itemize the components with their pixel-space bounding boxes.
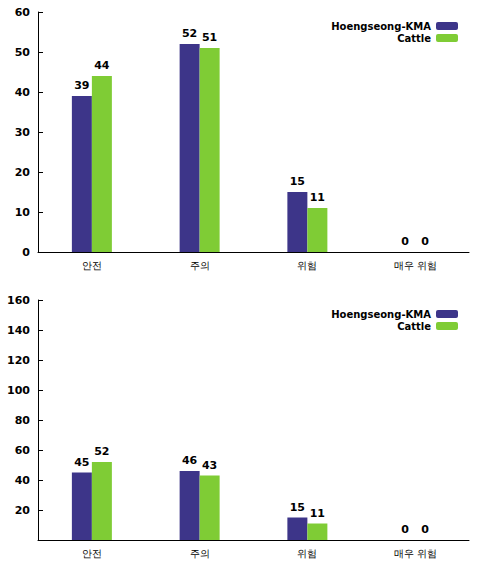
svg-text:11: 11 [310, 507, 325, 520]
svg-text:Hoengseong-KMA: Hoengseong-KMA [331, 21, 431, 32]
svg-text:40: 40 [15, 86, 31, 99]
svg-text:30: 30 [15, 126, 31, 139]
svg-text:0: 0 [401, 523, 409, 536]
svg-text:45: 45 [74, 456, 89, 469]
svg-text:주의: 주의 [190, 548, 210, 559]
svg-text:50: 50 [15, 46, 31, 59]
svg-text:43: 43 [202, 459, 217, 472]
svg-text:11: 11 [310, 191, 325, 204]
svg-text:60: 60 [15, 6, 31, 19]
svg-text:0: 0 [401, 235, 409, 248]
svg-text:10: 10 [15, 206, 31, 219]
svg-text:0: 0 [421, 523, 429, 536]
svg-text:60: 60 [15, 444, 31, 457]
svg-text:52: 52 [182, 27, 197, 40]
svg-text:0: 0 [421, 235, 429, 248]
svg-text:주의: 주의 [190, 260, 210, 271]
svg-text:안전: 안전 [82, 260, 102, 271]
svg-text:20: 20 [15, 504, 31, 517]
svg-text:0: 0 [22, 246, 30, 259]
svg-text:위험: 위험 [297, 548, 317, 559]
svg-text:15: 15 [290, 175, 305, 188]
svg-text:80: 80 [15, 414, 31, 427]
svg-text:120: 120 [7, 354, 30, 367]
svg-text:Cattle: Cattle [397, 33, 431, 44]
svg-text:Cattle: Cattle [397, 321, 431, 332]
svg-text:52: 52 [94, 445, 109, 458]
svg-text:Hoengseong-KMA: Hoengseong-KMA [331, 309, 431, 320]
svg-text:51: 51 [202, 31, 217, 44]
svg-text:매우 위험: 매우 위험 [394, 548, 437, 559]
svg-text:44: 44 [94, 59, 110, 72]
svg-text:46: 46 [182, 454, 198, 467]
svg-text:안전: 안전 [82, 548, 102, 559]
svg-text:위험: 위험 [297, 260, 317, 271]
svg-text:20: 20 [15, 166, 31, 179]
svg-text:40: 40 [15, 474, 31, 487]
svg-text:140: 140 [7, 324, 30, 337]
svg-text:39: 39 [74, 79, 89, 92]
svg-text:15: 15 [290, 501, 305, 514]
svg-text:160: 160 [7, 294, 30, 307]
svg-text:100: 100 [7, 384, 30, 397]
svg-text:매우 위험: 매우 위험 [394, 260, 437, 271]
